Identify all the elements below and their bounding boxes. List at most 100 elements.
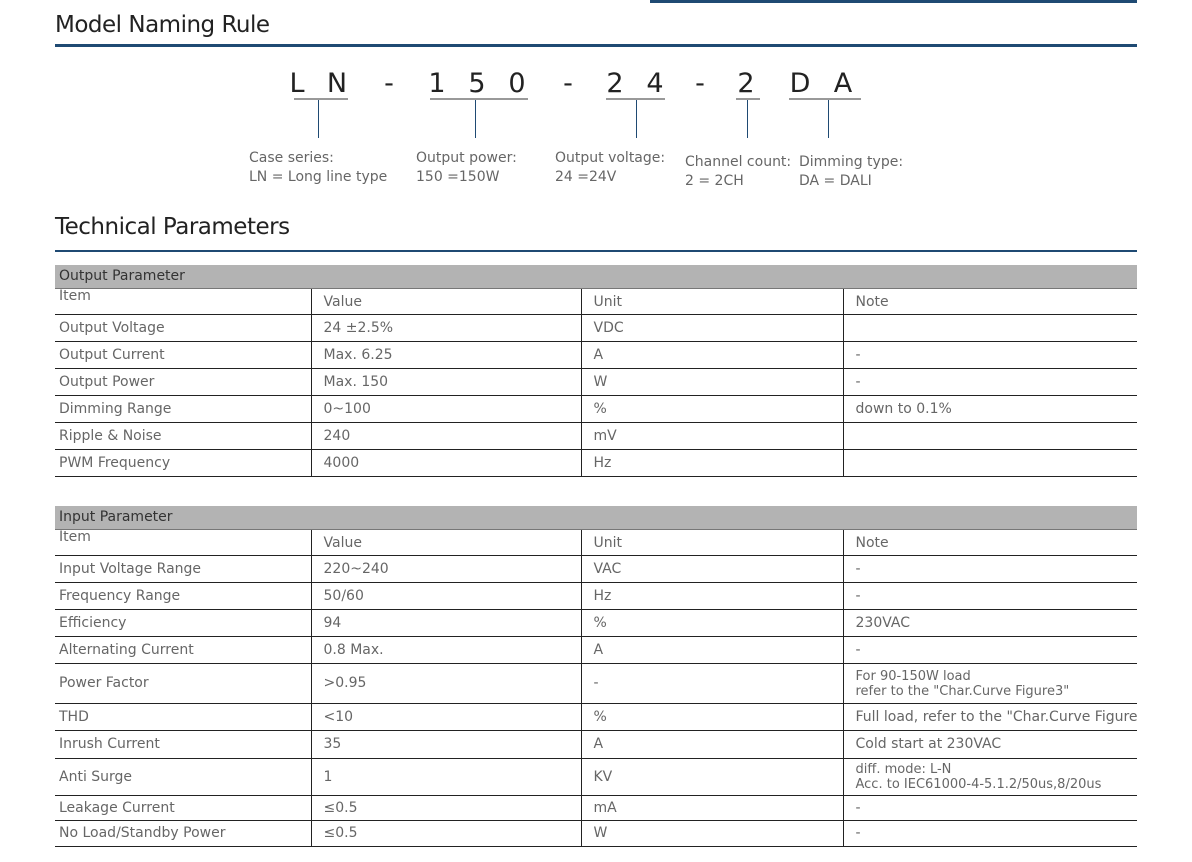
code-segment-label: Dimming type: DA = DALI bbox=[799, 153, 903, 191]
item-cell: THD bbox=[55, 703, 311, 731]
label-line1: Output power: bbox=[416, 150, 517, 166]
note-cell: down to 0.1% bbox=[842, 395, 1138, 423]
item-cell: Output Current bbox=[55, 341, 311, 369]
unit-cell: W bbox=[580, 820, 843, 847]
item-cell: Input Voltage Range bbox=[55, 555, 311, 583]
item-cell: Output Voltage bbox=[55, 314, 311, 342]
value-cell: 0.8 Max. bbox=[310, 636, 581, 664]
code-segment-label: Case series: LN = Long line type bbox=[249, 149, 387, 187]
model-code-char: 2 bbox=[737, 68, 755, 99]
value-cell: 1 bbox=[310, 758, 581, 796]
table-row: Output Power Max. 150 W - bbox=[55, 368, 1138, 396]
label-line2: 150 =150W bbox=[416, 169, 500, 185]
item-cell: PWM Frequency bbox=[55, 449, 311, 477]
note-cell: - bbox=[842, 555, 1138, 583]
column-header-row: Item Value Unit Note bbox=[55, 529, 1138, 556]
model-code-char: A bbox=[833, 68, 853, 99]
unit-cell: mV bbox=[580, 422, 843, 450]
item-cell: Inrush Current bbox=[55, 730, 311, 759]
value-cell: ≤0.5 bbox=[310, 820, 581, 847]
label-line1: Dimming type: bbox=[799, 154, 904, 170]
table-row: Power Factor >0.95- For 90-150W load refer… bbox=[55, 663, 1138, 704]
unit-cell: VAC bbox=[580, 555, 843, 583]
column-header: Note bbox=[842, 529, 1138, 556]
model-code-char: 2 bbox=[606, 68, 624, 99]
model-code-char: 0 bbox=[508, 68, 526, 99]
note-cell: - bbox=[842, 636, 1138, 664]
column-header: Note bbox=[842, 288, 1138, 315]
label-line1: Output voltage: bbox=[555, 150, 666, 166]
label-line2: 2 = 2CH bbox=[685, 173, 744, 189]
code-segment-label: Output voltage: 24 =24V bbox=[555, 149, 665, 187]
unit-cell: Hz bbox=[580, 449, 843, 477]
model-code-char: N bbox=[326, 68, 348, 99]
value-cell: Max. 6.25 bbox=[310, 341, 581, 369]
technical-title: Technical Parameters bbox=[55, 214, 290, 240]
naming-divider bbox=[55, 44, 1137, 47]
value-cell: >0.95 bbox=[310, 663, 581, 704]
technical-divider bbox=[55, 250, 1137, 252]
note-cell: Cold start at 230VAC bbox=[842, 730, 1138, 759]
unit-cell: - bbox=[580, 663, 843, 704]
value-cell: ≤0.5 bbox=[310, 795, 581, 821]
table-row: Input Voltage Range 220~240 VAC - bbox=[55, 555, 1138, 583]
code-segment-connector bbox=[318, 100, 319, 138]
value-cell: 50/60 bbox=[310, 582, 581, 610]
item-cell: Alternating Current bbox=[55, 636, 311, 664]
note-cell bbox=[842, 314, 1138, 342]
table-row: Dimming Range 0~100% down to 0.1% bbox=[55, 395, 1138, 423]
item-cell: Leakage Current bbox=[55, 795, 311, 821]
column-header: Item bbox=[55, 288, 311, 315]
code-segment-label: Channel count: 2 = 2CH bbox=[685, 153, 791, 191]
unit-cell: A bbox=[580, 341, 843, 369]
table-row: Inrush Current 35 A Cold start at 230VAC bbox=[55, 730, 1138, 759]
label-line2: 24 =24V bbox=[555, 169, 617, 185]
code-segment-underline bbox=[606, 98, 665, 100]
header-accent-bar bbox=[650, 0, 1137, 3]
code-segment-connector bbox=[475, 100, 476, 138]
note-cell: For 90-150W load refer to the "Char.Curv… bbox=[842, 663, 1138, 704]
value-cell: 4000 bbox=[310, 449, 581, 477]
item-cell: Output Power bbox=[55, 368, 311, 396]
unit-cell: A bbox=[580, 730, 843, 759]
code-segment-connector bbox=[636, 100, 637, 138]
value-cell: 240 bbox=[310, 422, 581, 450]
item-cell: Frequency Range bbox=[55, 582, 311, 610]
unit-cell: Hz bbox=[580, 582, 843, 610]
table-row: Ripple & Noise 240 mV bbox=[55, 422, 1138, 450]
label-line2: LN = Long line type bbox=[249, 169, 388, 185]
output-parameter-table: Output Parameter Item Value Unit Note Output … bbox=[55, 265, 1138, 477]
item-cell: Efficiency bbox=[55, 609, 311, 637]
table-row: THD <10% Full load, refer to the "Char.Cur… bbox=[55, 703, 1138, 731]
code-segment-underline bbox=[430, 98, 528, 100]
value-cell: 94 bbox=[310, 609, 581, 637]
item-cell: Power Factor bbox=[55, 663, 311, 704]
model-code-char: 1 bbox=[428, 68, 446, 99]
label-line2: DA = DALI bbox=[799, 173, 872, 189]
input-parameter-table: Input Parameter Item Value Unit Note Input Vo… bbox=[55, 506, 1138, 847]
unit-cell: % bbox=[580, 609, 843, 637]
column-header: Value bbox=[310, 288, 581, 315]
table-row: Efficiency 94% 230VAC bbox=[55, 609, 1138, 637]
note-cell bbox=[842, 449, 1138, 477]
unit-cell: A bbox=[580, 636, 843, 664]
unit-cell: % bbox=[580, 703, 843, 731]
model-code-char: - bbox=[563, 68, 573, 99]
item-cell: Dimming Range bbox=[55, 395, 311, 423]
naming-title: Model Naming Rule bbox=[55, 12, 270, 38]
table-row: Output Current Max. 6.25 A - bbox=[55, 341, 1138, 369]
code-segment-connector bbox=[828, 100, 829, 138]
unit-cell: W bbox=[580, 368, 843, 396]
section-header: Input Parameter bbox=[55, 506, 1138, 530]
note-cell: - bbox=[842, 341, 1138, 369]
model-code-char: - bbox=[695, 68, 705, 99]
unit-cell: mA bbox=[580, 795, 843, 821]
model-code-char: - bbox=[384, 68, 394, 99]
table-row: Alternating Current 0.8 Max. A - bbox=[55, 636, 1138, 664]
note-cell: Full load, refer to the "Char.Curve Figu… bbox=[842, 703, 1138, 731]
note-cell: diff. mode: L-N Acc. to IEC61000-4-5.1.2… bbox=[842, 758, 1138, 796]
item-cell: No Load/Standby Power bbox=[55, 820, 311, 847]
unit-cell: VDC bbox=[580, 314, 843, 342]
table-row: Output Voltage 24 ±2.5% VDC bbox=[55, 314, 1138, 342]
